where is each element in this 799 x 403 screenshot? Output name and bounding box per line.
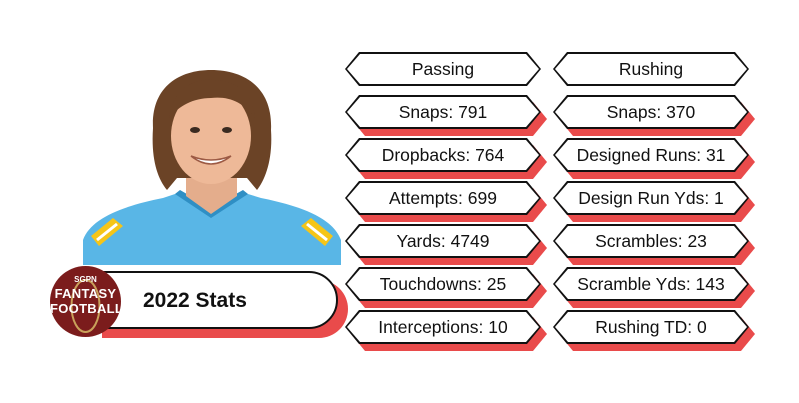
rushing-stat: Scramble Yds: 143 <box>553 267 749 301</box>
title-banner <box>94 271 338 329</box>
passing-stat: Snaps: 791 <box>345 95 541 129</box>
rushing-design-run-yds: Design Run Yds: 1 <box>555 183 747 213</box>
rushing-scrambles: Scrambles: 23 <box>555 226 747 256</box>
passing-snaps: Snaps: 791 <box>347 97 539 127</box>
rushing-snaps: Snaps: 370 <box>555 97 747 127</box>
passing-yards: Yards: 4749 <box>347 226 539 256</box>
rushing-td: Rushing TD: 0 <box>555 312 747 342</box>
passing-dropbacks: Dropbacks: 764 <box>347 140 539 170</box>
passing-interceptions: Interceptions: 10 <box>347 312 539 342</box>
rushing-stat: Design Run Yds: 1 <box>553 181 749 215</box>
logo-line-1: FANTASY <box>54 286 117 301</box>
rushing-header-label: Rushing <box>555 54 747 84</box>
rushing-stat: Snaps: 370 <box>553 95 749 129</box>
rushing-scramble-yds: Scramble Yds: 143 <box>555 269 747 299</box>
rushing-designed-runs: Designed Runs: 31 <box>555 140 747 170</box>
passing-attempts: Attempts: 699 <box>347 183 539 213</box>
football-icon <box>70 279 101 333</box>
passing-stat: Dropbacks: 764 <box>345 138 541 172</box>
passing-stat: Yards: 4749 <box>345 224 541 258</box>
fantasy-football-logo: SGPN FANTASY FOOTBALL <box>50 266 121 337</box>
stats-title: 2022 Stats <box>143 289 247 312</box>
player-image <box>83 70 341 265</box>
passing-touchdowns: Touchdowns: 25 <box>347 269 539 299</box>
rushing-stat: Designed Runs: 31 <box>553 138 749 172</box>
rushing-stat: Scrambles: 23 <box>553 224 749 258</box>
passing-header-label: Passing <box>347 54 539 84</box>
passing-header: Passing <box>345 52 541 86</box>
passing-stat: Attempts: 699 <box>345 181 541 215</box>
player-photo <box>83 68 341 265</box>
passing-stat: Touchdowns: 25 <box>345 267 541 301</box>
rushing-stat: Rushing TD: 0 <box>553 310 749 344</box>
logo-brand: SGPN <box>74 275 97 284</box>
logo-line-2: FOOTBALL <box>50 301 121 316</box>
rushing-header: Rushing <box>553 52 749 86</box>
passing-stat: Interceptions: 10 <box>345 310 541 344</box>
